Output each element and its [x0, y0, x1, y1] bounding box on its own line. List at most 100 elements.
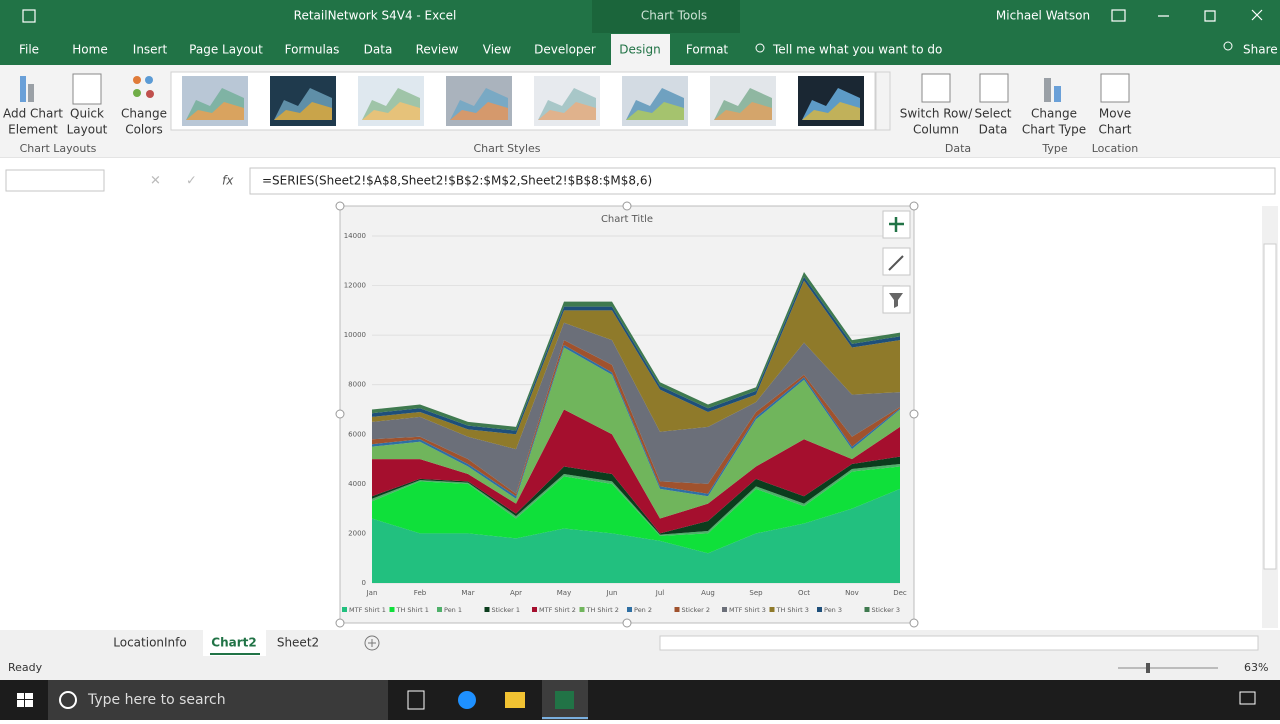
x-tick-label: Mar	[461, 589, 474, 597]
ribbon-button-label[interactable]: Layout	[67, 123, 108, 137]
ribbon-button-label[interactable]: Column	[913, 123, 959, 137]
style-thumb-art	[186, 102, 244, 120]
ribbon-button-label[interactable]: Quick	[70, 107, 104, 121]
vscroll-thumb[interactable]	[1263, 243, 1277, 570]
area[interactable]	[372, 322, 900, 494]
handle[interactable]	[909, 409, 919, 419]
sheet-tab[interactable]: LocationInfo	[113, 636, 186, 650]
style-thumb-art	[802, 102, 860, 120]
handle[interactable]	[335, 201, 345, 211]
excel-icon[interactable]	[555, 691, 574, 709]
ribbon-button-label[interactable]: Change	[121, 107, 167, 121]
search-placeholder[interactable]: Type here to search	[87, 692, 226, 708]
ribbon-button-label[interactable]: Element	[8, 123, 58, 137]
area[interactable]	[372, 466, 900, 554]
new-sheet[interactable]	[364, 635, 380, 651]
ribbon-tab[interactable]: Design	[619, 43, 660, 57]
ribbon-labels: Add Chart Element Quick Layout Change Colors S…	[3, 107, 1138, 156]
ribbon-group-label: Location	[1092, 142, 1139, 155]
ribbon-tab[interactable]: Review	[416, 43, 459, 57]
ribbon-tab[interactable]: Page Layout	[189, 43, 263, 57]
explorer-icon[interactable]	[505, 692, 525, 708]
bulb-icon	[755, 43, 765, 53]
ribbon-group-label: Type	[1041, 142, 1067, 155]
y-tick-label: 4000	[348, 480, 366, 488]
ribbon-button-label[interactable]: Move	[1099, 107, 1131, 121]
ribbon-button-label[interactable]: Change	[1031, 107, 1077, 121]
legend-swatch	[484, 607, 490, 612]
legend-label: TH Shirt 1	[396, 606, 429, 614]
y-tick-label: 2000	[348, 529, 366, 537]
ribbon-tab[interactable]: Formulas	[285, 43, 340, 57]
legend-label: Sticker 2	[682, 606, 710, 614]
save-icon[interactable]	[22, 9, 36, 23]
notifications[interactable]	[1239, 691, 1256, 705]
ribbon-button-label[interactable]: Select	[974, 107, 1011, 121]
formula[interactable]: =SERIES(Sheet2!$A$8,Sheet2!$B$2:$M$2,She…	[262, 174, 652, 188]
ribbon-button-label[interactable]: Colors	[125, 123, 163, 137]
area[interactable]	[372, 409, 900, 534]
context-band	[592, 0, 740, 33]
user-name[interactable]: Michael Watson	[996, 9, 1090, 23]
hscroll[interactable]	[659, 635, 1259, 651]
ribbon-display[interactable]	[1111, 9, 1126, 22]
handle[interactable]	[622, 618, 632, 628]
formula-input[interactable]	[249, 167, 1276, 195]
ribbon-tab[interactable]: Developer	[534, 43, 596, 57]
gallery-scroll[interactable]	[875, 71, 891, 131]
legend-swatch	[532, 607, 537, 612]
area[interactable]	[372, 347, 900, 519]
handle[interactable]	[909, 618, 919, 628]
legend-label: TH Shirt 3	[776, 606, 809, 614]
share-icon	[1223, 41, 1233, 51]
handle[interactable]	[909, 201, 919, 211]
sheet-tab[interactable]: Sheet2	[277, 636, 319, 650]
window-buttons[interactable]	[1158, 9, 1263, 22]
ribbon-button-label[interactable]: Chart Type	[1022, 123, 1086, 137]
tell-me[interactable]: Tell me what you want to do	[772, 43, 942, 57]
chart-side-buttons[interactable]	[882, 210, 911, 314]
ribbon-tab[interactable]: Home	[72, 43, 107, 57]
zoom-level[interactable]: 63%	[1244, 661, 1268, 674]
selection-handles[interactable]	[335, 201, 919, 628]
area[interactable]	[372, 280, 900, 450]
ribbon-tab[interactable]: Data	[364, 43, 393, 57]
icon	[28, 84, 34, 102]
handle[interactable]	[335, 409, 345, 419]
ribbon-button-label[interactable]: Add Chart	[3, 107, 63, 121]
legend-label: Pen 2	[634, 606, 652, 614]
task-view[interactable]	[407, 690, 425, 710]
ribbon-button-label[interactable]: Data	[979, 123, 1008, 137]
ribbon-button-label[interactable]: Chart	[1099, 123, 1132, 137]
legend-label: Pen 1	[444, 606, 462, 614]
ribbon-tab[interactable]: Format	[686, 43, 729, 57]
share[interactable]: Share	[1243, 43, 1278, 57]
handle[interactable]	[622, 201, 632, 211]
legend-label: MTF Shirt 1	[349, 606, 386, 614]
filter-icon	[889, 293, 903, 308]
ribbon-button-label[interactable]: Switch Row/	[900, 107, 973, 121]
start-button[interactable]	[17, 693, 33, 707]
sheet-tab[interactable]: Chart2	[211, 636, 256, 650]
plus-icon	[889, 217, 904, 232]
window-controls[interactable]	[22, 9, 1263, 23]
handle[interactable]	[335, 618, 345, 628]
fx-label[interactable]: fx	[222, 174, 234, 188]
legend-swatch	[437, 607, 442, 612]
name-box[interactable]	[5, 169, 105, 192]
ribbon-tab[interactable]: File	[19, 43, 39, 57]
area[interactable]	[372, 488, 900, 583]
window-title: RetailNetwork S4V4 - Excel	[294, 9, 457, 23]
area[interactable]	[372, 456, 900, 535]
ribbon-tab[interactable]: View	[483, 43, 512, 57]
edge-icon[interactable]	[458, 691, 476, 709]
zoom-thumb[interactable]	[1146, 663, 1150, 673]
legend-label: MTF Shirt 3	[729, 606, 766, 614]
active-tab-bg	[611, 34, 670, 66]
ribbon-icons	[20, 73, 1130, 105]
cancel: ✕	[150, 174, 161, 189]
ribbon-tab[interactable]: Insert	[133, 43, 168, 57]
icon	[1100, 73, 1130, 103]
search-box[interactable]	[48, 680, 388, 720]
